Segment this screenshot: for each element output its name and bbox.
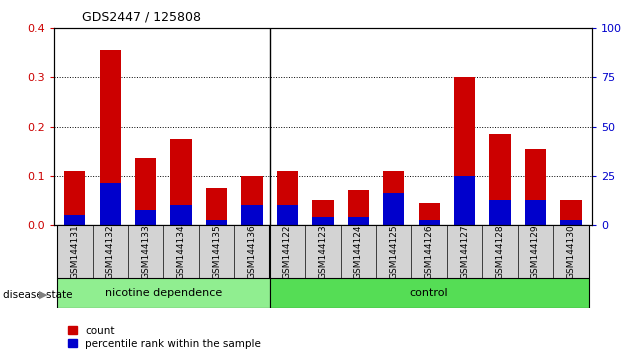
Bar — [490, 200, 511, 225]
Bar — [525, 149, 546, 225]
Text: GSM144133: GSM144133 — [141, 224, 150, 279]
Bar — [57, 278, 270, 308]
Bar — [348, 217, 369, 225]
Text: GSM144124: GSM144124 — [354, 224, 363, 279]
Bar — [560, 200, 581, 225]
Bar — [454, 78, 475, 225]
Legend: count, percentile rank within the sample: count, percentile rank within the sample — [68, 326, 261, 349]
Bar — [241, 176, 263, 225]
Text: GSM144127: GSM144127 — [460, 224, 469, 279]
Text: GSM144123: GSM144123 — [318, 224, 328, 279]
Text: GSM144126: GSM144126 — [425, 224, 433, 279]
Bar — [171, 139, 192, 225]
Bar — [490, 134, 511, 225]
Bar — [348, 190, 369, 225]
Bar — [525, 200, 546, 225]
Bar — [383, 193, 404, 225]
Bar — [418, 220, 440, 225]
Bar — [454, 176, 475, 225]
Bar — [100, 183, 121, 225]
Bar — [64, 215, 86, 225]
Bar — [206, 220, 227, 225]
Text: GSM144135: GSM144135 — [212, 224, 221, 279]
Text: disease state: disease state — [3, 290, 72, 299]
Bar — [312, 217, 333, 225]
Text: GSM144125: GSM144125 — [389, 224, 398, 279]
Bar — [100, 50, 121, 225]
Text: GSM144128: GSM144128 — [496, 224, 505, 279]
Bar — [312, 200, 333, 225]
Text: nicotine dependence: nicotine dependence — [105, 288, 222, 298]
Bar — [64, 171, 86, 225]
Text: GDS2447 / 125808: GDS2447 / 125808 — [82, 11, 201, 24]
Bar — [383, 171, 404, 225]
Text: GSM144130: GSM144130 — [566, 224, 575, 279]
Bar — [270, 278, 588, 308]
Bar — [560, 220, 581, 225]
Bar — [277, 205, 298, 225]
Text: GSM144122: GSM144122 — [283, 224, 292, 279]
Text: control: control — [410, 288, 449, 298]
Text: ▶: ▶ — [40, 290, 48, 299]
Text: GSM144131: GSM144131 — [71, 224, 79, 279]
Bar — [135, 159, 156, 225]
Text: GSM144136: GSM144136 — [248, 224, 256, 279]
Text: GSM144132: GSM144132 — [106, 224, 115, 279]
Bar — [241, 205, 263, 225]
Bar — [171, 205, 192, 225]
Bar — [277, 171, 298, 225]
Text: GSM144134: GSM144134 — [176, 224, 186, 279]
Text: GSM144129: GSM144129 — [531, 224, 540, 279]
Bar — [206, 188, 227, 225]
Bar — [135, 210, 156, 225]
Bar — [418, 203, 440, 225]
